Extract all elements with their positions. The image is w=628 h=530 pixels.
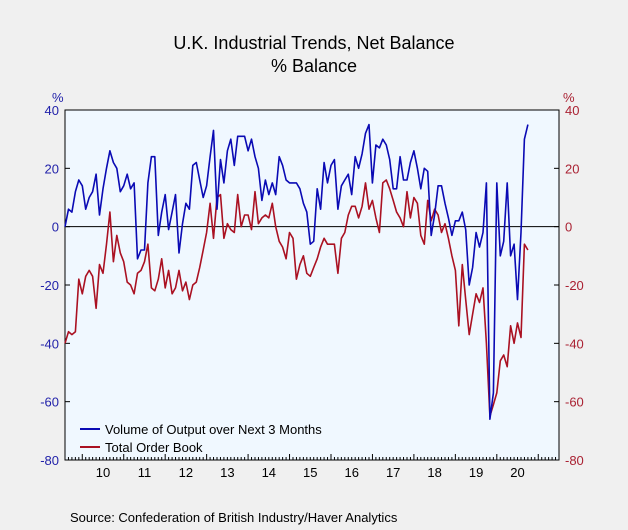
source-note: Source: Confederation of British Industr…	[70, 510, 398, 525]
x-tick-label: 18	[427, 465, 441, 480]
left-axis-unit: %	[52, 90, 64, 105]
right-axis-unit: %	[563, 90, 575, 105]
y-tick-label-left: -40	[40, 336, 59, 351]
x-tick-label: 12	[179, 465, 193, 480]
y-tick-label-right: -60	[565, 395, 584, 410]
x-tick-label: 14	[262, 465, 276, 480]
y-tick-label-left: -80	[40, 453, 59, 468]
x-ticks: 10 11 12 13 14 15 16 17 18 19 20	[64, 454, 560, 480]
legend-label-output: Volume of Output over Next 3 Months	[105, 422, 322, 437]
y-tick-label-left: -60	[40, 395, 59, 410]
y-tick-label-right: 20	[565, 161, 579, 176]
x-tick-label: 20	[510, 465, 524, 480]
legend: Volume of Output over Next 3 Months Tota…	[80, 422, 322, 455]
y-tick-label-left: 20	[45, 161, 59, 176]
x-tick-label: 16	[344, 465, 358, 480]
y-tick-label-left: -20	[40, 278, 59, 293]
x-tick-label: 11	[138, 465, 152, 480]
y-tick-label-right: -20	[565, 278, 584, 293]
x-tick-label: 19	[469, 465, 483, 480]
y-tick-label-right: -40	[565, 336, 584, 351]
x-tick-label: 10	[96, 465, 110, 480]
series-line-orders	[64, 179, 529, 418]
y-tick-label-right: -80	[565, 453, 584, 468]
x-tick-label: 17	[386, 465, 400, 480]
x-tick-label: 15	[303, 465, 317, 480]
series-group	[64, 123, 529, 421]
x-tick-label: 13	[220, 465, 234, 480]
y-tick-label-right: 0	[565, 220, 572, 235]
y-ticks: -80 -80 -60 -60 -40 -40 -20 -20 0 0 20 20 40 40	[40, 103, 584, 468]
chart-title: U.K. Industrial Trends, Net Balance	[173, 33, 454, 53]
legend-label-orders: Total Order Book	[105, 440, 203, 455]
y-tick-label-left: 40	[45, 103, 59, 118]
series-line-output	[64, 123, 529, 421]
chart-subtitle: % Balance	[271, 56, 357, 76]
y-tick-label-left: 0	[52, 220, 59, 235]
y-tick-label-right: 40	[565, 103, 579, 118]
plot-area	[64, 109, 560, 461]
